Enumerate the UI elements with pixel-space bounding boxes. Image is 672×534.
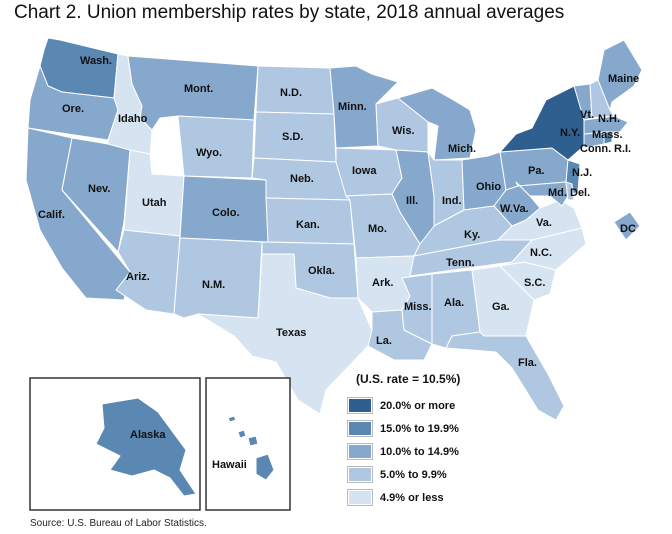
label-wy: Wyo. (196, 147, 222, 159)
label-nd: N.D. (280, 87, 302, 99)
state-nv[interactable] (61, 137, 131, 253)
legend-swatch (347, 420, 373, 437)
label-ga: Ga. (492, 301, 510, 313)
source-note: Source: U.S. Bureau of Labor Statistics. (30, 518, 207, 529)
label-oh: Ohio (476, 181, 501, 193)
state-mt[interactable] (127, 55, 259, 131)
label-az: Ariz. (126, 271, 150, 283)
label-sc: S.C. (524, 277, 545, 289)
label-fl: Fla. (518, 357, 537, 369)
label-mi: Mich. (448, 143, 476, 155)
label-vt: Vt. (580, 109, 594, 121)
legend-label: 10.0% to 14.9% (380, 445, 459, 458)
label-tx: Texas (276, 327, 306, 339)
legend-swatch (347, 443, 373, 460)
label-ne: Neb. (290, 173, 314, 185)
legend-item: 5.0% to 9.9% (347, 463, 478, 486)
label-mt: Mont. (184, 83, 213, 95)
state-mi[interactable] (397, 87, 477, 161)
legend-label: 5.0% to 9.9% (380, 468, 447, 481)
label-wi: Wis. (392, 125, 415, 137)
state-tx[interactable] (197, 253, 373, 415)
label-ar: Ark. (372, 277, 393, 289)
label-al: Ala. (444, 297, 464, 309)
label-ms: Miss. (404, 301, 432, 313)
label-il: Ill. (406, 195, 418, 207)
chart-title: Chart 2. Union membership rates by state… (14, 2, 565, 23)
hawaii-inset-frame (205, 377, 291, 511)
label-ia: Iowa (352, 165, 377, 177)
label-de: Del. (570, 187, 590, 199)
label-ks: Kan. (296, 219, 320, 231)
label-ri: R.I. (614, 143, 631, 155)
state-ny[interactable] (499, 85, 585, 161)
state-nm[interactable] (173, 237, 263, 319)
state-fl[interactable] (445, 331, 565, 421)
label-nm: N.M. (202, 279, 225, 291)
label-mn: Minn. (338, 101, 367, 113)
label-in: Ind. (442, 195, 462, 207)
label-ma: Mass. (592, 129, 623, 141)
legend-item: 10.0% to 14.9% (347, 440, 478, 463)
label-ct: Conn. (580, 143, 611, 155)
state-me[interactable] (597, 39, 643, 111)
label-md: Md. (548, 187, 567, 199)
label-nh: N.H. (598, 113, 620, 125)
legend-title: (U.S. rate = 10.5%) (356, 372, 461, 386)
legend-swatch (347, 397, 373, 414)
label-tn: Tenn. (446, 257, 475, 269)
legend-swatch (347, 466, 373, 483)
legend-item: 15.0% to 19.9% (347, 417, 478, 440)
label-ak: Alaska (130, 429, 166, 441)
label-or: Ore. (62, 103, 84, 115)
label-ca: Calif. (38, 209, 65, 221)
state-nh[interactable] (589, 79, 615, 119)
state-ut[interactable] (123, 149, 185, 237)
label-dc: DC (620, 223, 636, 235)
label-nc: N.C. (530, 247, 552, 259)
state-de[interactable] (565, 181, 575, 201)
label-ok: Okla. (308, 265, 335, 277)
legend: (U.S. rate = 10.5%) 20.0% or more 15.0% … (347, 372, 478, 509)
label-wa: Wash. (80, 55, 112, 67)
label-la: La. (376, 335, 392, 347)
label-pa: Pa. (528, 165, 545, 177)
state-dc[interactable] (613, 211, 641, 241)
legend-swatch (347, 489, 373, 506)
label-mo: Mo. (368, 223, 387, 235)
label-ut: Utah (142, 197, 167, 209)
legend-label: 15.0% to 19.9% (380, 422, 459, 435)
label-id: Idaho (118, 113, 148, 125)
label-nv: Nev. (88, 183, 110, 195)
label-co: Colo. (212, 207, 240, 219)
legend-label: 20.0% or more (380, 399, 456, 412)
state-hi[interactable] (227, 415, 275, 481)
label-ny: N.Y. (560, 127, 580, 139)
label-va: Va. (536, 217, 552, 229)
legend-item: 4.9% or less (347, 486, 478, 509)
legend-label: 4.9% or less (380, 491, 444, 504)
label-wv: W.Va. (500, 203, 529, 215)
legend-item: 20.0% or more (347, 394, 478, 417)
label-hi: Hawaii (212, 459, 247, 471)
state-ak[interactable] (95, 397, 197, 497)
label-sd: S.D. (282, 131, 303, 143)
label-me: Maine (608, 73, 639, 85)
label-nj: N.J. (572, 167, 592, 179)
label-ky: Ky. (464, 229, 480, 241)
